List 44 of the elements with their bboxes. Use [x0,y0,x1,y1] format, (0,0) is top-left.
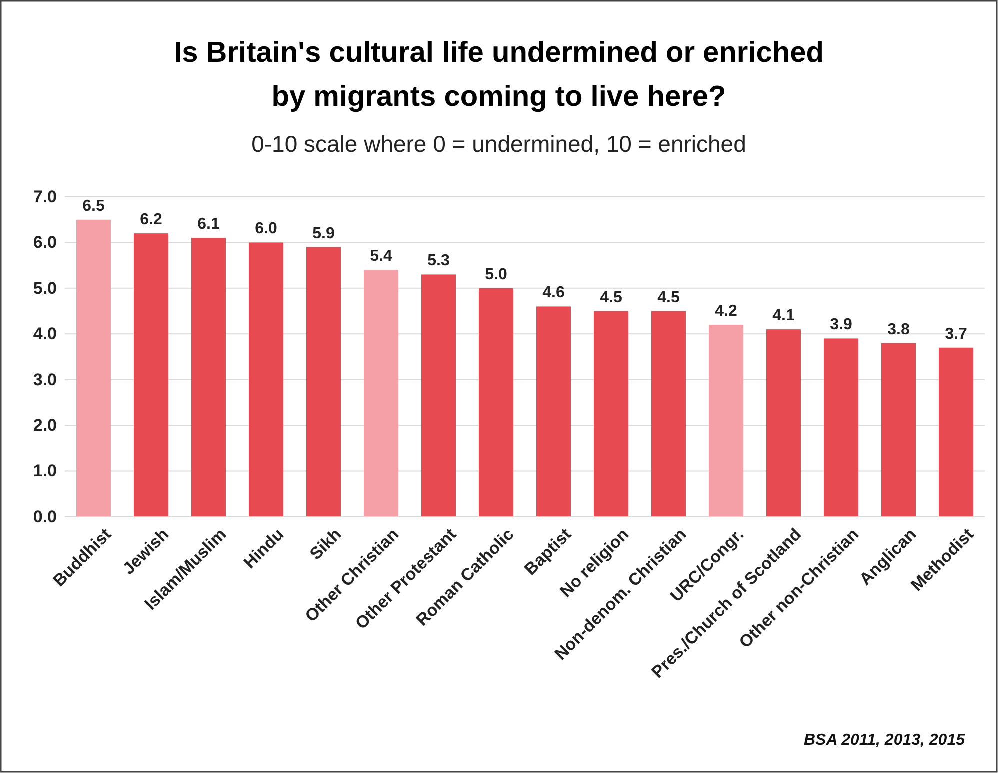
y-tick-label: 3.0 [33,370,57,390]
data-label: 4.5 [658,289,680,306]
y-tick-label: 2.0 [33,416,57,436]
data-label: 6.1 [198,216,220,234]
data-label: 6.0 [255,220,278,238]
chart-title: Is Britain's cultural life undermined or enriched by migrants coming to live here? [174,37,824,113]
bar [134,234,168,517]
chart-subtitle: 0-10 scale where 0 = undermined, 10 = enriched [252,131,746,157]
data-label: 4.2 [715,303,738,320]
bar [652,311,686,517]
bar [249,242,284,517]
bar [479,288,514,517]
data-label: 5.3 [428,252,450,270]
x-tick-label: Sikh [306,524,346,564]
bar [594,311,628,517]
y-tick-label: 5.0 [33,278,57,298]
bar [766,330,801,517]
bar [824,338,858,517]
y-tick-label: 6.0 [33,233,57,252]
data-label: 5.9 [312,225,335,242]
bar [939,348,974,517]
data-label: 3.9 [830,316,852,334]
data-label: 6.2 [140,212,162,229]
y-tick-label: 7.0 [33,187,57,206]
data-label: 4.1 [772,308,795,325]
data-label: 5.4 [370,248,392,266]
y-tick-label: 1.0 [33,462,57,481]
bar [76,220,111,517]
bar [192,238,226,517]
y-tick-label: 4.0 [33,324,57,344]
y-tick-label: 0.0 [33,507,57,526]
data-label: 5.0 [485,266,508,284]
text: BSA 2011, 2013, 2015 [804,732,966,749]
bar [536,306,571,517]
bar [709,325,744,517]
data-label: 4.5 [600,289,622,306]
data-label: 4.6 [542,284,565,302]
bar [422,274,456,517]
data-label: 6.5 [82,198,105,215]
data-label: 3.8 [888,321,910,338]
bar [882,343,916,517]
data-label: 3.7 [945,326,968,343]
bar [364,270,398,517]
bar [306,247,341,517]
